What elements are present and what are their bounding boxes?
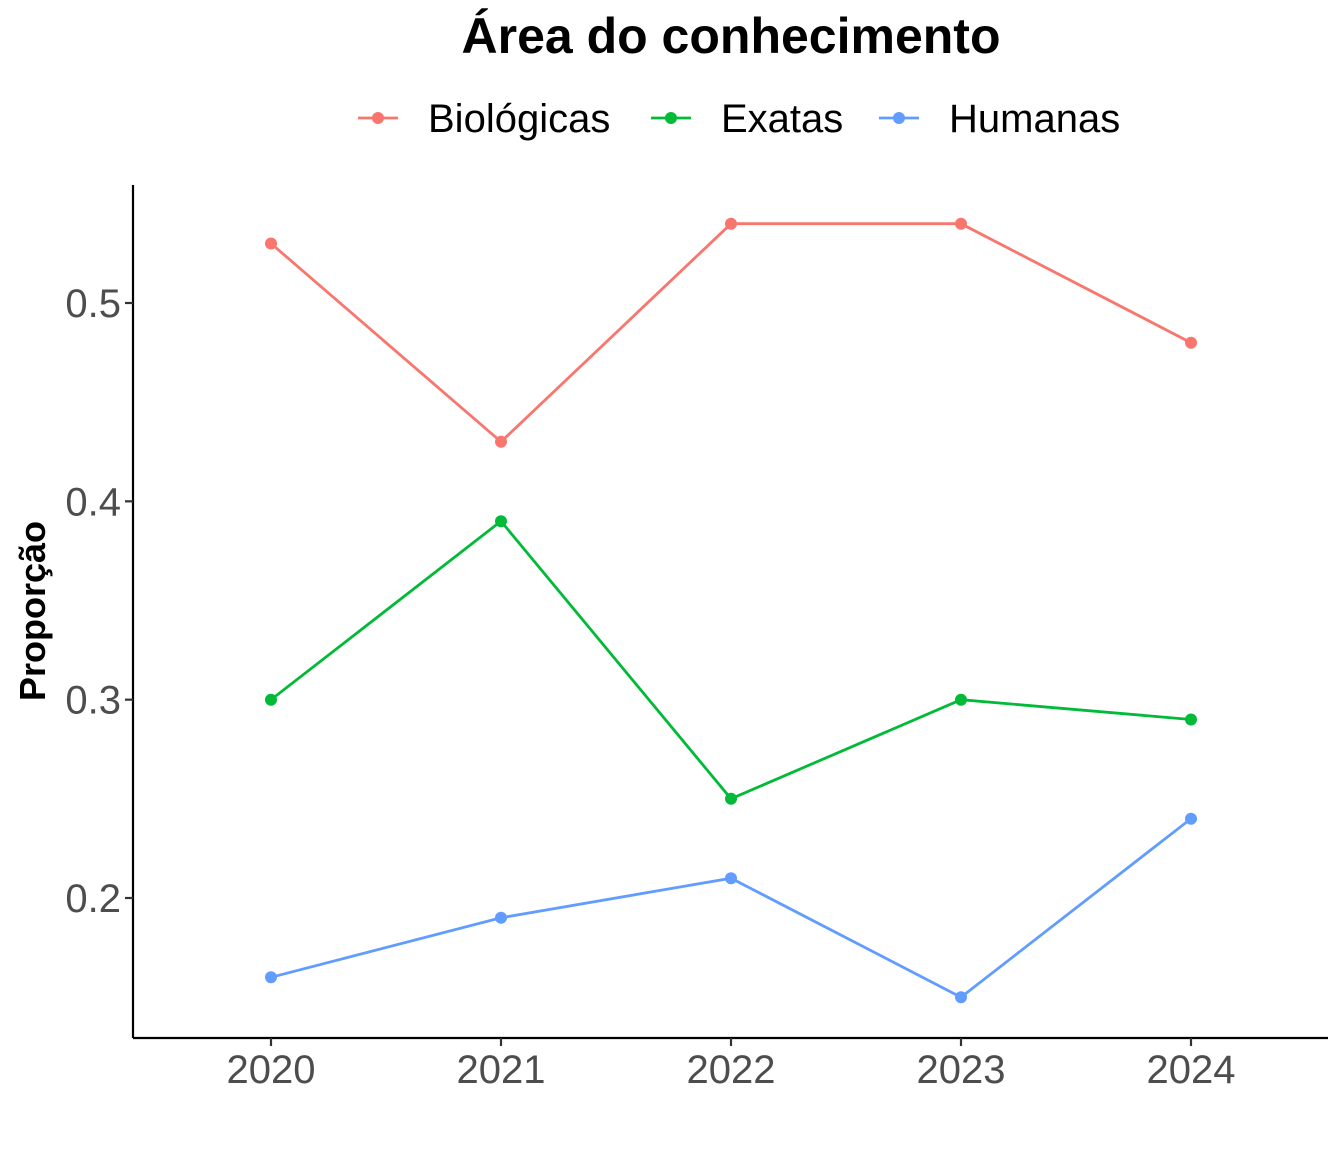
series-line [270, 519, 1192, 801]
legend-label: Biológicas [428, 97, 610, 141]
x-tick-label: 2024 [1147, 1048, 1236, 1092]
data-point [265, 971, 277, 984]
y-tick-label: 0.3 [65, 679, 121, 723]
legend-title: Área do conhecimento [462, 8, 1001, 64]
series-line [270, 817, 1192, 999]
legend-item: Biológicas [358, 97, 610, 141]
legend-key-point [665, 112, 677, 124]
data-point [495, 515, 507, 528]
x-tick-label: 2021 [457, 1048, 546, 1092]
data-point [1185, 812, 1197, 825]
x-tick-label: 2020 [227, 1048, 316, 1092]
data-point [955, 991, 967, 1004]
legend-item: Exatas [651, 97, 843, 141]
series-2 [265, 515, 1197, 805]
y-axis-title: Proporção [12, 521, 53, 701]
series-1 [265, 217, 1197, 448]
series-line [270, 222, 1192, 444]
data-point [1185, 713, 1197, 726]
axes: 0.2 0.3 0.4 0.5 2020 2021 2022 2023 2024 Proporçã… [12, 185, 1328, 1092]
data-point [725, 217, 737, 230]
data-point [955, 217, 967, 230]
data-point [265, 237, 277, 250]
legend-key-point [372, 112, 384, 124]
y-tick-label: 0.5 [65, 282, 121, 326]
legend: Área do conhecimento Biológicas Exatas Hum… [358, 8, 1120, 141]
y-tick-label: 0.4 [65, 480, 121, 524]
x-tick-label: 2022 [687, 1048, 776, 1092]
data-point [725, 792, 737, 805]
data-point [725, 872, 737, 885]
series-3 [265, 812, 1197, 1004]
legend-label: Exatas [721, 97, 843, 141]
data-point [955, 693, 967, 706]
data-point [495, 911, 507, 924]
series-layer [265, 217, 1197, 1004]
data-point [265, 693, 277, 706]
legend-label: Humanas [949, 97, 1120, 141]
data-point [1185, 336, 1197, 349]
data-point [495, 435, 507, 448]
legend-key-point [893, 112, 905, 124]
x-tick-label: 2023 [917, 1048, 1006, 1092]
y-tick-label: 0.2 [65, 877, 121, 921]
legend-item: Humanas [879, 97, 1120, 141]
